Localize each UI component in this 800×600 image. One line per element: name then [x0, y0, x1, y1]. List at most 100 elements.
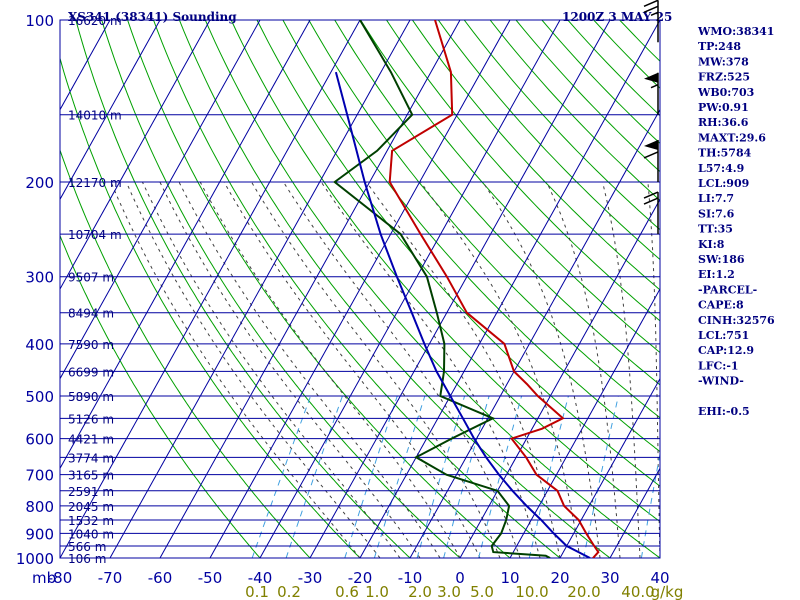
pressure-unit-label: mb — [32, 569, 56, 587]
isotherm-line — [159, 20, 461, 558]
pressure-tick-label: 400 — [25, 336, 54, 354]
index-line: LCL:751 — [698, 329, 749, 342]
pressure-tick-label: 600 — [25, 431, 54, 449]
temperature-tick-label: 10 — [500, 569, 519, 587]
isotherm-line — [60, 20, 161, 201]
temperature-trace — [388, 20, 600, 558]
isotherm-line — [559, 377, 660, 558]
pressure-tick-label: 300 — [25, 269, 54, 287]
temperature-tick-label: -80 — [48, 569, 73, 587]
index-line: TP:248 — [698, 40, 741, 53]
index-line: CAP:12.9 — [698, 344, 754, 357]
mixing-ratio-label: 20.0 — [567, 583, 600, 600]
isotherm-line — [0, 20, 10, 558]
mixing-ratio-label: 0.2 — [277, 583, 301, 600]
index-line: TH:5784 — [698, 147, 752, 160]
dry-adiabat-line — [60, 148, 311, 558]
pressure-tick-label: 800 — [25, 498, 54, 516]
index-line: PW:0.91 — [698, 101, 749, 114]
height-label: 566 m — [68, 540, 106, 554]
mixing-ratio-label: 5.0 — [470, 583, 494, 600]
pressure-tick-label: 200 — [25, 174, 54, 192]
index-line: SI:7.6 — [698, 207, 735, 220]
pressure-tick-label: 100 — [25, 12, 54, 30]
wind-barb-full — [643, 191, 659, 199]
pressure-tick-label: 1000 — [16, 550, 54, 568]
isotherm-line — [409, 108, 660, 558]
index-line: WMO:38341 — [697, 25, 774, 38]
mixing-ratio-label: 40.0 — [621, 583, 654, 600]
temperature-tick-label: 30 — [600, 569, 619, 587]
wind-barb — [643, 139, 659, 182]
moist-adiabat-line — [365, 181, 561, 558]
index-line: CINH:32576 — [698, 314, 775, 327]
temperature-tick-label: -20 — [348, 569, 373, 587]
index-line: MW:378 — [698, 55, 749, 68]
index-line: SW:186 — [698, 253, 745, 266]
height-label: 5890 m — [68, 390, 114, 404]
height-label: 7590 m — [68, 338, 114, 352]
index-line: RH:36.6 — [698, 116, 749, 129]
isotherm-line — [359, 20, 660, 558]
moist-adiabat-line — [282, 181, 521, 558]
isotherm-line — [259, 20, 561, 558]
index-line: L57:4.9 — [698, 162, 744, 175]
temperature-tick-label: 0 — [455, 569, 465, 587]
moist-adiabat-line — [141, 181, 401, 558]
chart-title: XS341 (38341) Sounding — [68, 10, 237, 24]
wind-barb-full — [643, 197, 659, 205]
height-label: 106 m — [68, 552, 106, 566]
mixing-ratio-label: 0.6 — [335, 583, 359, 600]
temperature-tick-label: 40 — [650, 569, 669, 587]
height-label: 10704 m — [68, 228, 122, 242]
temperature-tick-label: -70 — [98, 569, 123, 587]
mixing-ratio-label: 2.0 — [408, 583, 432, 600]
isotherm-line — [60, 20, 361, 558]
index-line: WB0:703 — [697, 86, 754, 99]
index-line: CAPE:8 — [698, 299, 744, 312]
isotherm-line — [459, 198, 660, 558]
dry-adiabat-line — [593, 20, 660, 89]
temperature-tick-label: -50 — [198, 569, 223, 587]
index-line: LI:7.7 — [698, 192, 734, 205]
wind-barb — [644, 72, 659, 115]
height-label: 4421 m — [68, 433, 114, 447]
pressure-tick-label: 900 — [25, 525, 54, 543]
dry-adiabat-line — [256, 20, 660, 487]
mixing-ratio-label: 0.1 — [245, 583, 269, 600]
wind-barb-half — [650, 84, 659, 89]
index-line: FRZ:525 — [698, 71, 750, 84]
moist-adiabat-line — [125, 181, 381, 558]
dry-adiabat-line — [230, 20, 660, 523]
temperature-tick-label: 20 — [550, 569, 569, 587]
pressure-tick-label: 500 — [25, 388, 54, 406]
isotherm-line — [60, 20, 311, 470]
index-line: TT:35 — [698, 223, 733, 236]
moist-adiabat-line — [110, 181, 361, 558]
wind-barb-full — [643, 0, 659, 7]
temperature-tick-label: -60 — [148, 569, 173, 587]
index-line: -WIND- — [698, 375, 744, 388]
height-label: 12170 m — [68, 176, 122, 190]
index-line: KI:8 — [698, 238, 725, 251]
temperature-tick-label: -40 — [248, 569, 273, 587]
wind-barb — [643, 0, 659, 43]
moist-adiabat-line — [159, 181, 421, 558]
wind-barb-half — [650, 11, 659, 16]
mixing-ratio-label: 1.0 — [365, 583, 389, 600]
mixing-ratio-label: 3.0 — [437, 583, 461, 600]
valid-time: 1200Z 3 MAY 25 — [562, 10, 672, 24]
wind-barb-full — [643, 5, 659, 13]
moist-adiabat-line — [199, 181, 461, 558]
height-label: 16620 m — [68, 14, 122, 28]
moist-adiabat-line — [647, 181, 660, 558]
dewpoint-trace — [333, 20, 551, 558]
height-label: 2591 m — [68, 485, 114, 499]
height-label: 1040 m — [68, 527, 114, 541]
mixing-ratio-label: 10.0 — [515, 583, 548, 600]
wind-barb — [643, 191, 659, 235]
height-label: 14010 m — [68, 109, 122, 123]
temperature-tick-label: -10 — [398, 569, 423, 587]
